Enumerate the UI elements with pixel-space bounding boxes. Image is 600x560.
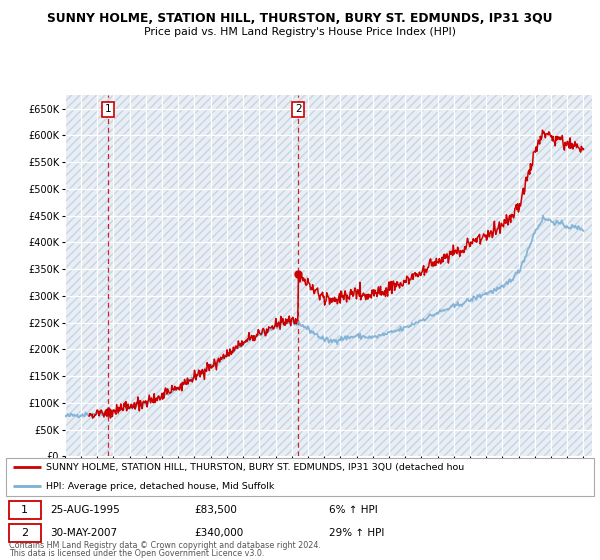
Text: 29% ↑ HPI: 29% ↑ HPI	[329, 528, 385, 538]
Text: £340,000: £340,000	[194, 528, 244, 538]
Text: This data is licensed under the Open Government Licence v3.0.: This data is licensed under the Open Gov…	[9, 549, 265, 558]
Text: £83,500: £83,500	[194, 505, 237, 515]
Text: 6% ↑ HPI: 6% ↑ HPI	[329, 505, 378, 515]
Text: 2: 2	[21, 528, 28, 538]
Text: 25-AUG-1995: 25-AUG-1995	[50, 505, 120, 515]
Text: 1: 1	[22, 505, 28, 515]
Text: 1: 1	[104, 104, 111, 114]
Text: SUNNY HOLME, STATION HILL, THURSTON, BURY ST. EDMUNDS, IP31 3QU (detached hou: SUNNY HOLME, STATION HILL, THURSTON, BUR…	[46, 463, 464, 472]
FancyBboxPatch shape	[9, 501, 41, 519]
Text: HPI: Average price, detached house, Mid Suffolk: HPI: Average price, detached house, Mid …	[46, 482, 274, 491]
Text: SUNNY HOLME, STATION HILL, THURSTON, BURY ST. EDMUNDS, IP31 3QU: SUNNY HOLME, STATION HILL, THURSTON, BUR…	[47, 12, 553, 25]
FancyBboxPatch shape	[6, 458, 594, 496]
Text: 30-MAY-2007: 30-MAY-2007	[50, 528, 117, 538]
FancyBboxPatch shape	[9, 524, 41, 542]
Text: Price paid vs. HM Land Registry's House Price Index (HPI): Price paid vs. HM Land Registry's House …	[144, 27, 456, 38]
Text: 2: 2	[295, 104, 302, 114]
Text: Contains HM Land Registry data © Crown copyright and database right 2024.: Contains HM Land Registry data © Crown c…	[9, 541, 321, 550]
